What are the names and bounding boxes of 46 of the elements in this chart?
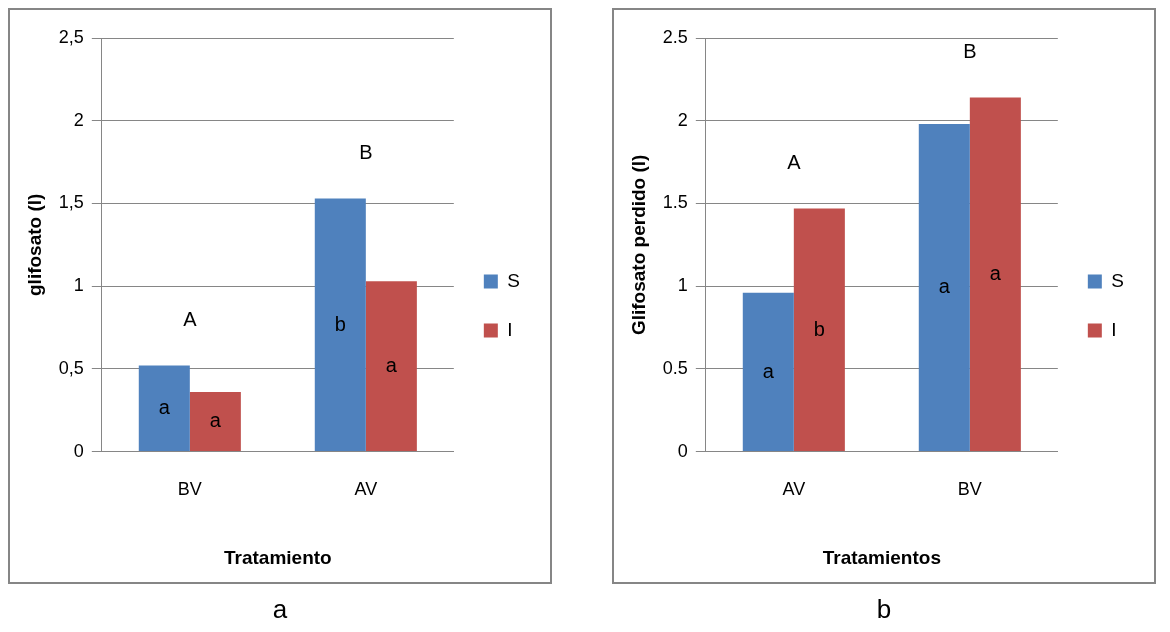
y-tick-label: 2 <box>677 109 688 130</box>
bar <box>793 208 845 452</box>
x-axis-title: Tratamiento <box>223 546 332 568</box>
y-axis-title: Glifosato perdido (l) <box>627 154 649 336</box>
y-tick-label: 2,5 <box>58 26 84 47</box>
bar <box>189 392 241 452</box>
y-tick-label: 2 <box>73 109 84 130</box>
x-axis-title: Tratamientos <box>822 546 941 568</box>
y-tick-label: 1 <box>677 275 688 296</box>
legend-label: I <box>1111 318 1117 340</box>
legend-label: I <box>507 318 513 340</box>
annotation: A <box>183 308 198 331</box>
bar <box>138 365 190 452</box>
y-tick-label: 0 <box>73 440 84 461</box>
data-label: a <box>762 359 775 382</box>
bar <box>969 97 1021 452</box>
y-axis-title: glifosato (l) <box>23 193 45 296</box>
y-tick-label: 1,5 <box>58 192 84 213</box>
x-tick-label: AV <box>782 479 806 500</box>
data-label: a <box>989 262 1002 285</box>
bar <box>918 124 970 452</box>
bar <box>314 198 366 452</box>
data-label: a <box>385 353 398 376</box>
data-label: a <box>938 275 951 298</box>
data-label: a <box>158 396 171 419</box>
annotation: B <box>359 140 373 163</box>
text: b <box>875 594 893 625</box>
y-tick-label: 0,5 <box>58 357 84 378</box>
data-label: b <box>334 312 346 335</box>
y-tick-label: 2.5 <box>662 26 688 47</box>
x-tick-label: AV <box>354 479 378 500</box>
annotation: B <box>963 40 977 63</box>
data-label: b <box>813 317 825 340</box>
y-tick-label: 0.5 <box>662 357 688 378</box>
legend-label: S <box>1111 269 1125 291</box>
text: a <box>271 594 289 625</box>
legend-label: S <box>507 269 521 291</box>
bar <box>365 281 417 452</box>
bar <box>742 292 794 452</box>
y-tick-label: 1.5 <box>662 192 688 213</box>
x-tick-label: BV <box>957 479 982 500</box>
data-label: a <box>209 409 222 432</box>
x-tick-label: BV <box>177 479 202 500</box>
annotation: A <box>787 150 802 173</box>
y-tick-label: 1 <box>73 275 84 296</box>
y-tick-label: 0 <box>677 440 688 461</box>
